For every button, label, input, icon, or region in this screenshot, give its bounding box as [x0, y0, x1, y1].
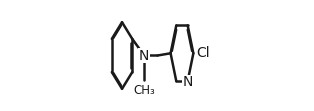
Text: N: N	[139, 49, 149, 62]
Text: CH₃: CH₃	[133, 84, 155, 97]
Text: Cl: Cl	[196, 46, 210, 60]
Text: N: N	[183, 75, 193, 89]
